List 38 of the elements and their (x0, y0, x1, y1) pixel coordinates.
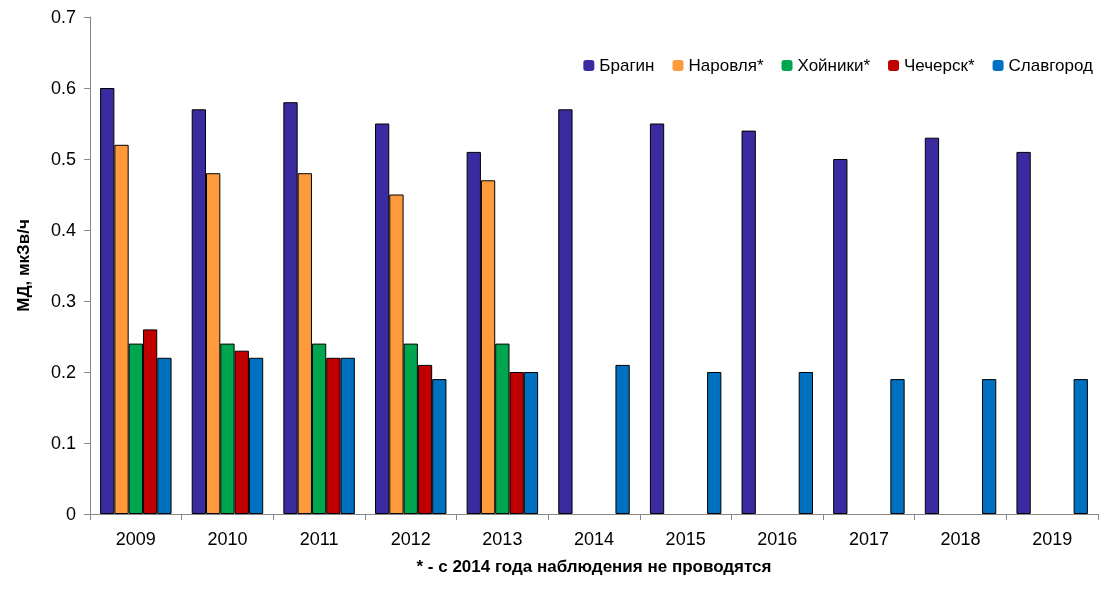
bar (1073, 379, 1088, 514)
x-tick-label: 2013 (482, 529, 523, 549)
bar (1016, 151, 1031, 514)
x-tick-label: 2016 (757, 529, 798, 549)
bar (707, 372, 722, 514)
y-tick-label: 0.3 (50, 291, 76, 311)
y-axis-title: МД, мкЗв/ч (14, 219, 33, 312)
legend-label: Чечерск* (904, 56, 975, 75)
x-tick-label: 2015 (665, 529, 706, 549)
y-tick-label: 0 (65, 504, 76, 524)
bar (924, 137, 940, 514)
x-tick-label: 2017 (848, 529, 889, 549)
bar (649, 123, 665, 514)
x-tick-label: 2010 (207, 529, 248, 549)
y-tick-label: 0.7 (50, 7, 76, 27)
legend-label: Славгород (1008, 56, 1094, 75)
bar (615, 364, 630, 514)
y-tick-label: 0.1 (50, 433, 76, 453)
x-tick-label: 2012 (390, 529, 431, 549)
x-tick-label: 2018 (940, 529, 981, 549)
bar (890, 379, 905, 514)
y-tick-label: 0.6 (50, 78, 76, 98)
bar (798, 372, 814, 514)
x-axis-title: * - с 2014 года наблюдения не проводятся (416, 557, 772, 576)
bar (981, 379, 997, 514)
y-tick-label: 0.5 (50, 149, 76, 169)
x-tick-label: 2014 (573, 529, 615, 549)
legend-label: Хойники* (797, 56, 871, 75)
bar (741, 130, 756, 514)
bar (558, 109, 573, 514)
y-tick-label: 0.4 (50, 220, 76, 240)
x-tick-label: 2009 (115, 529, 156, 549)
x-tick-label: 2011 (299, 529, 339, 549)
y-tick-label: 0.2 (50, 362, 76, 382)
bar (833, 159, 848, 514)
x-tick-label: 2019 (1032, 529, 1073, 549)
legend-label: Брагин (599, 56, 655, 75)
legend-label: Наровля* (688, 56, 764, 75)
